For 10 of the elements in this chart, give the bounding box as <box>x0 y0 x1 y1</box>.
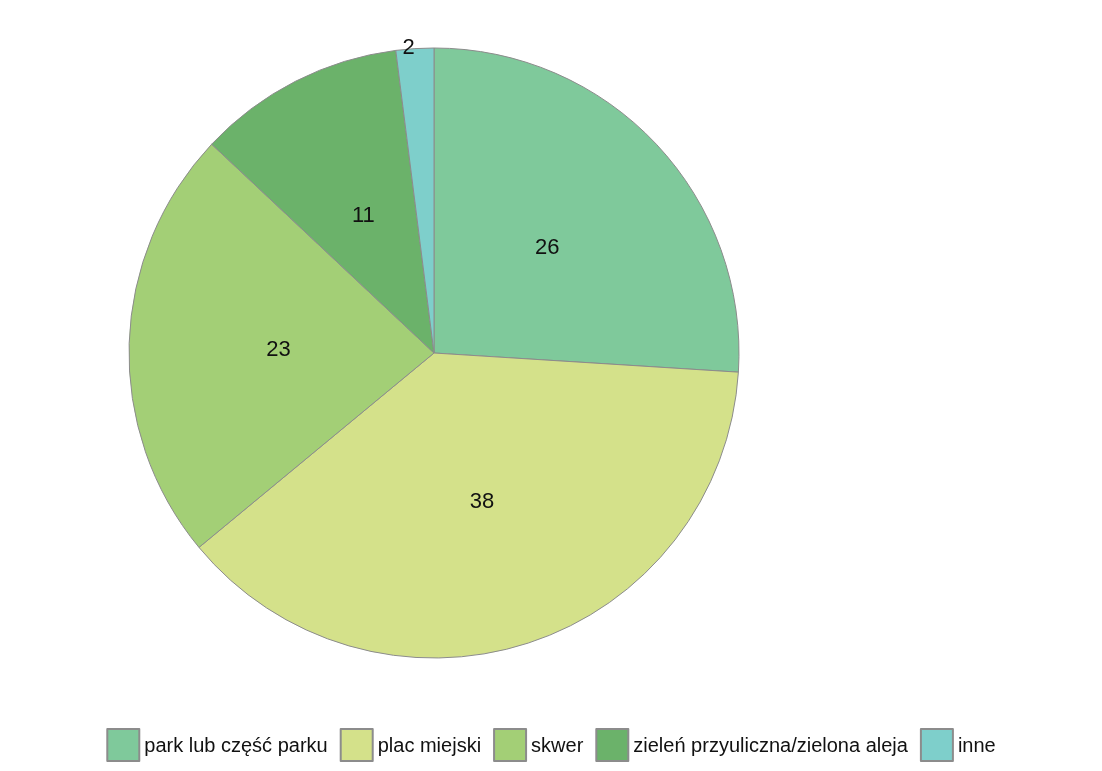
data-label: 38 <box>469 488 495 514</box>
data-label: 2 <box>402 34 415 60</box>
legend-label: zieleń przyuliczna/zielona aleja <box>633 734 909 756</box>
data-label: 11 <box>351 201 375 227</box>
legend-label: inne <box>957 734 996 756</box>
data-label: 23 <box>266 335 291 361</box>
legend-label: skwer <box>531 734 584 756</box>
legend-label: park lub część parku <box>144 734 328 756</box>
legend-label: plac miejski <box>377 734 482 756</box>
data-label: 26 <box>535 234 560 260</box>
